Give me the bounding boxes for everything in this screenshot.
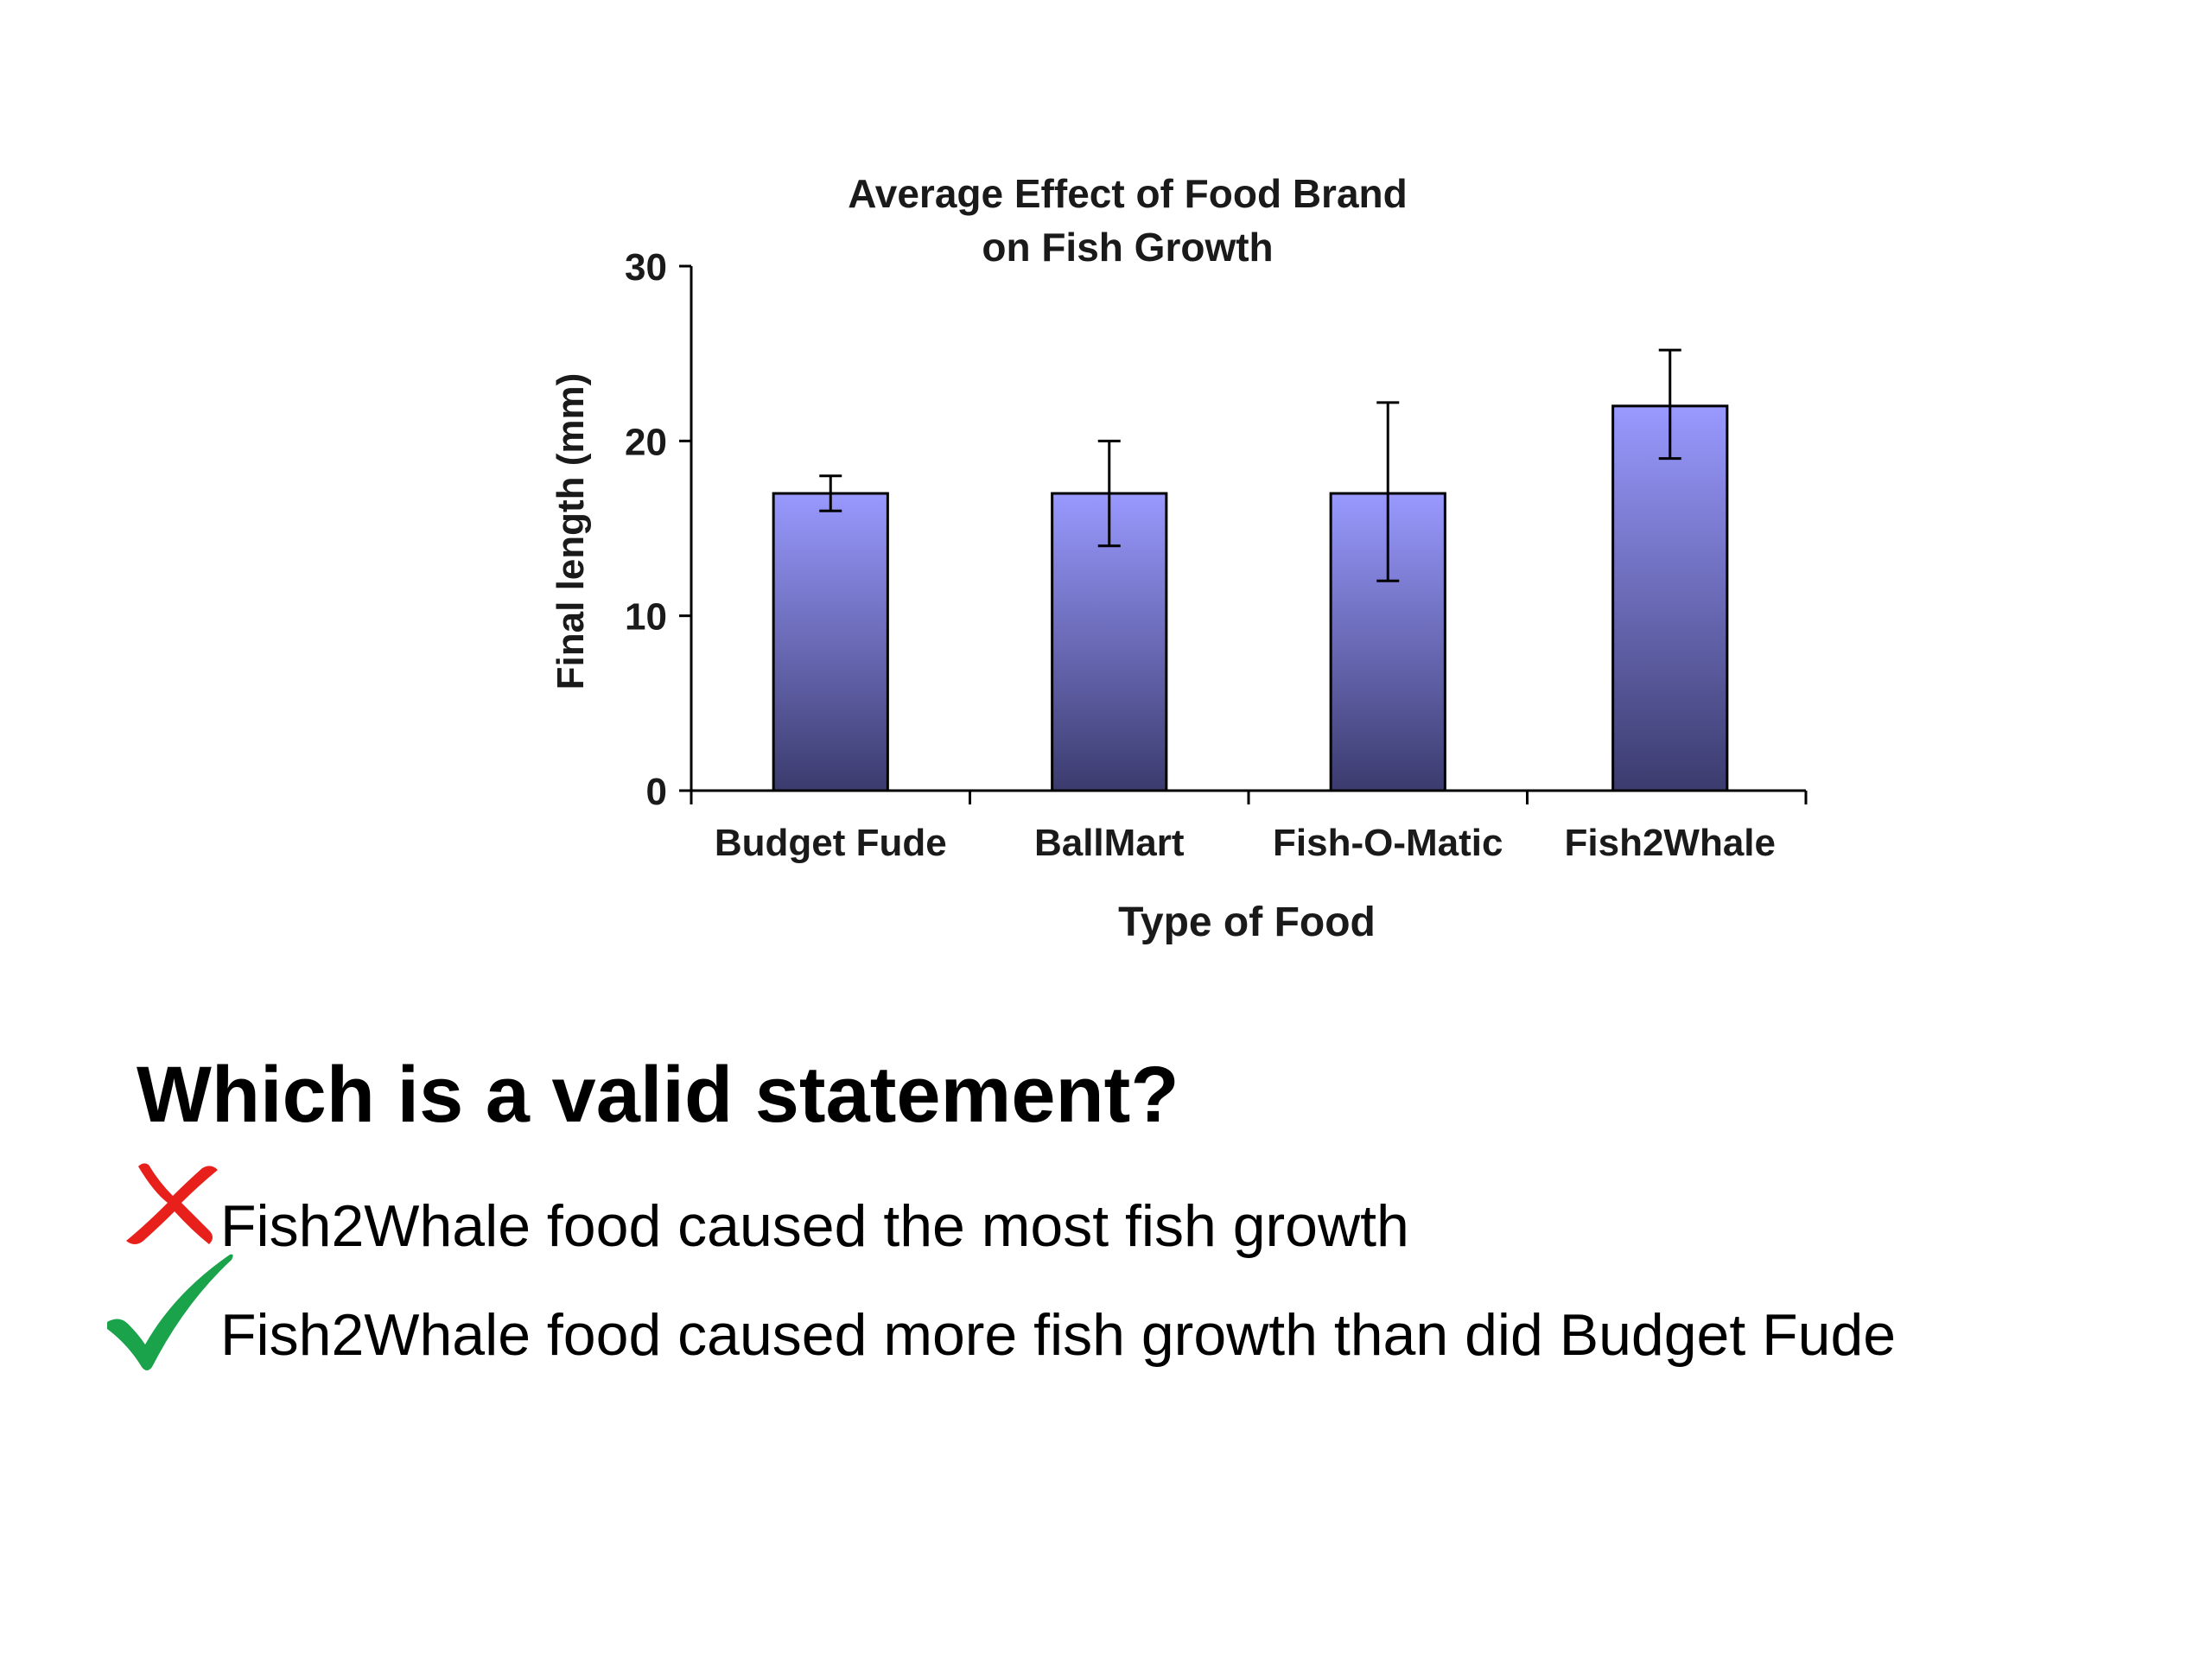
chart-title-line-1: Average Effect of Food Brand: [848, 171, 1407, 216]
x-tick-label: Fish2Whale: [1565, 822, 1777, 864]
option-2-text: Fish2Whale food caused more fish growth …: [220, 1302, 1897, 1368]
y-tick-label: 20: [625, 421, 667, 463]
option-1-text: Fish2Whale food caused the most fish gro…: [220, 1193, 1409, 1259]
bar-chart: Average Effect of Food Brand on Fish Gro…: [550, 171, 1808, 945]
x-axis-label: Type of Food: [1118, 899, 1376, 945]
y-tick-label: 10: [625, 596, 667, 639]
question-heading: Which is a valid statement?: [137, 1051, 1179, 1139]
x-tick-label: Fish-O-Matic: [1273, 822, 1503, 864]
bar-budget-fude: [772, 492, 889, 792]
chart-title-line-2: on Fish Growth: [982, 225, 1273, 270]
y-axis-label: Final length (mm): [550, 373, 592, 690]
x-tick-label: Budget Fude: [715, 822, 947, 864]
x-ticks: Budget Fude BallMart Fish-O-Matic Fish2Whal…: [690, 791, 1808, 864]
check-icon: [107, 1254, 233, 1370]
y-ticks: 0 10 20 30: [625, 246, 691, 813]
y-tick-label: 0: [646, 771, 667, 813]
plot-area: [690, 266, 1806, 792]
x-tick-label: BallMart: [1034, 822, 1185, 864]
y-tick-label: 30: [625, 246, 667, 289]
cross-icon: [126, 1163, 218, 1244]
bar-fish2whale: [1611, 404, 1729, 792]
